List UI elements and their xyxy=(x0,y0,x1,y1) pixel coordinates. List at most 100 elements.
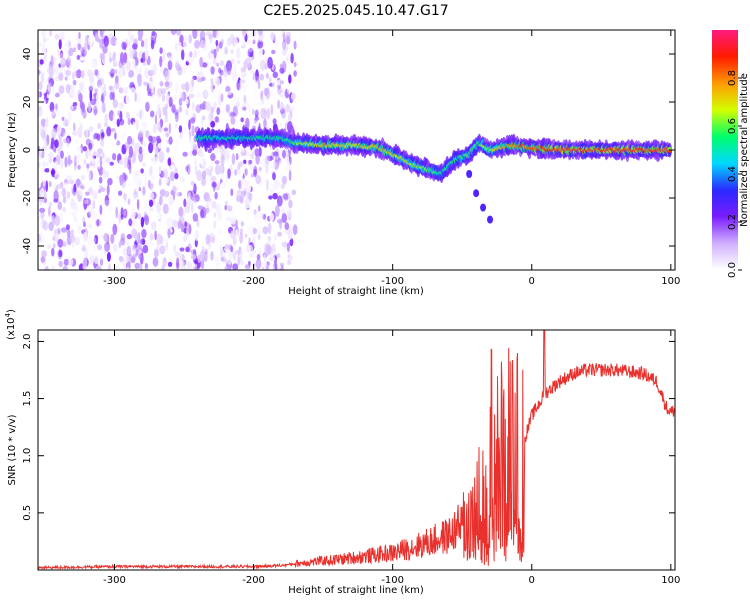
noise-blob xyxy=(236,189,242,201)
noise-blob xyxy=(69,235,76,243)
noise-blob xyxy=(190,117,196,124)
noise-blob xyxy=(112,223,118,236)
noise-blob xyxy=(40,255,45,264)
noise-blob xyxy=(114,132,117,140)
noise-blob xyxy=(226,205,233,212)
noise-blob xyxy=(261,96,265,105)
noise-blob xyxy=(197,49,201,56)
noise-blob xyxy=(181,59,185,67)
noise-blob xyxy=(230,112,236,117)
noise-blob xyxy=(41,30,47,38)
noise-blob xyxy=(181,261,187,270)
noise-blob xyxy=(150,39,155,50)
noise-blob xyxy=(193,259,199,265)
noise-blob xyxy=(92,178,97,183)
noise-blob xyxy=(259,59,266,71)
noise-blob xyxy=(185,98,189,105)
noise-blob xyxy=(88,85,94,93)
noise-blob xyxy=(38,105,43,117)
noise-blob xyxy=(184,35,188,43)
noise-blob xyxy=(207,164,212,170)
noise-blob xyxy=(61,142,68,148)
noise-blob xyxy=(139,109,143,120)
noise-blob xyxy=(130,87,135,93)
noise-blob xyxy=(180,223,185,233)
noise-blob xyxy=(142,122,148,127)
noise-blob xyxy=(128,253,134,264)
noise-blob xyxy=(281,175,288,185)
noise-blob xyxy=(213,77,218,82)
noise-blob xyxy=(72,71,75,81)
noise-blob xyxy=(138,254,142,260)
noise-blob xyxy=(66,58,70,66)
noise-blob xyxy=(262,213,267,220)
noise-blob xyxy=(198,66,204,71)
noise-blob xyxy=(115,39,120,46)
noise-blob xyxy=(166,147,170,153)
noise-blob xyxy=(98,84,102,95)
top-y-axis-label: Frequency (Hz) xyxy=(7,112,18,188)
noise-blob xyxy=(159,245,166,255)
noise-blob xyxy=(116,118,121,128)
noise-blob xyxy=(283,242,288,250)
y-tick-label: 20 xyxy=(22,96,33,109)
noise-blob xyxy=(41,218,46,230)
noise-blob xyxy=(132,243,137,250)
noise-blob xyxy=(165,132,170,138)
noise-blob xyxy=(148,239,152,247)
noise-blob xyxy=(166,228,173,233)
noise-blob xyxy=(100,30,105,36)
noise-blob xyxy=(243,180,250,192)
noise-blob xyxy=(221,182,224,187)
noise-blob xyxy=(257,30,263,36)
noise-blob xyxy=(288,74,292,84)
noise-blob xyxy=(45,180,48,193)
noise-blob xyxy=(272,192,278,200)
noise-blob xyxy=(213,220,216,230)
noise-blob xyxy=(279,80,284,85)
noise-blob xyxy=(262,226,269,235)
noise-blob xyxy=(171,124,175,136)
noise-blob xyxy=(57,201,62,210)
noise-blob xyxy=(244,233,248,238)
noise-blob xyxy=(285,34,291,45)
noise-blob xyxy=(88,101,92,113)
noise-blob xyxy=(62,206,67,213)
noise-blob xyxy=(43,220,48,231)
noise-blob xyxy=(64,36,71,45)
noise-blob xyxy=(201,177,207,187)
noise-blob xyxy=(112,61,117,67)
noise-blob xyxy=(225,216,232,222)
noise-blob xyxy=(185,81,190,93)
noise-blob xyxy=(137,175,143,185)
noise-blob xyxy=(192,149,198,156)
noise-blob xyxy=(286,36,291,45)
noise-blob xyxy=(242,189,246,199)
noise-blob xyxy=(135,248,139,256)
noise-blob xyxy=(187,166,193,174)
noise-blob xyxy=(143,200,148,205)
noise-blob xyxy=(234,169,238,176)
noise-blob xyxy=(188,131,192,143)
noise-blob xyxy=(269,89,276,97)
noise-blob xyxy=(63,82,67,91)
noise-blob xyxy=(231,178,237,190)
noise-blob xyxy=(168,195,174,206)
noise-blob xyxy=(155,124,161,132)
noise-blob xyxy=(78,226,82,231)
noise-blob xyxy=(219,60,224,67)
noise-blob xyxy=(64,42,69,54)
noise-blob xyxy=(178,206,184,217)
noise-blob xyxy=(277,86,282,96)
noise-blob xyxy=(140,168,144,174)
noise-blob xyxy=(90,98,97,106)
noise-blob xyxy=(239,79,242,85)
scale-factor-close: ) xyxy=(6,309,17,313)
noise-blob xyxy=(230,58,235,64)
noise-blob xyxy=(257,225,262,236)
noise-blob xyxy=(125,60,131,71)
noise-blob xyxy=(133,194,137,201)
y-tick-label: 1.5 xyxy=(22,391,33,407)
noise-blob xyxy=(179,91,185,102)
noise-blob xyxy=(250,225,255,237)
